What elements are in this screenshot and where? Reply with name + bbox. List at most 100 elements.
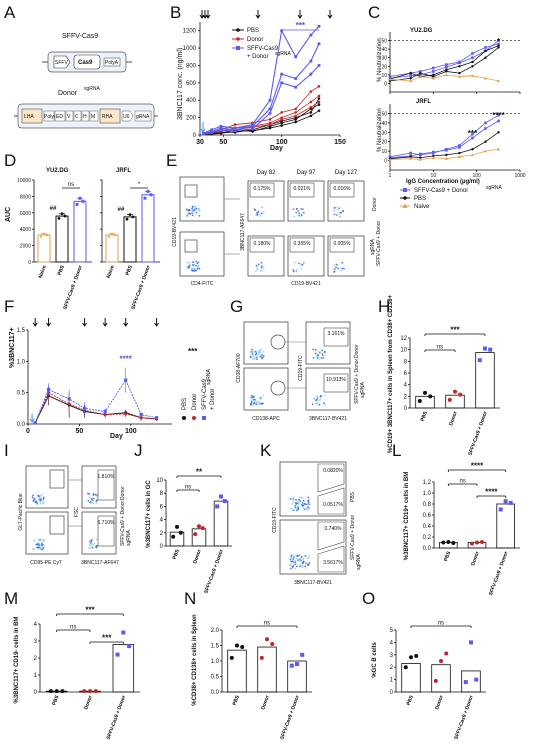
d-point	[45, 233, 49, 237]
c-y-tick-label: 30	[381, 56, 387, 62]
k-flow-dot	[304, 565, 307, 568]
g-flow-dot	[318, 358, 321, 361]
g-gate	[323, 373, 349, 393]
g-percent: 3.161%	[328, 331, 346, 337]
n-y-tick-label: 0.0	[211, 690, 220, 696]
d-point	[131, 215, 135, 219]
l-point	[441, 540, 446, 545]
f-legend-pbs-marker	[182, 416, 186, 420]
e-flow-dot	[333, 209, 335, 212]
i-flow-dot	[87, 492, 89, 495]
j-y-tick-label: 2	[160, 531, 164, 537]
lha-label: LHA	[24, 114, 34, 120]
b-series-line	[203, 98, 320, 135]
c-point	[409, 155, 412, 158]
b-point	[309, 59, 313, 63]
d-bar	[141, 194, 155, 263]
o-y-tick-label: 5	[390, 628, 394, 634]
k-flow-dot	[300, 556, 303, 558]
c-point	[409, 74, 412, 78]
o-bar	[401, 663, 421, 693]
i-flow-dot	[92, 493, 95, 495]
b-point	[317, 97, 321, 100]
donor-title-sup: sgRNA	[84, 86, 101, 92]
ed-label: ED	[56, 114, 63, 120]
h-sig-label: ns	[437, 345, 443, 351]
i-gating-dot	[39, 498, 42, 500]
m-box	[89, 110, 99, 122]
i-gate	[49, 515, 65, 535]
panel-label-i: I	[4, 441, 9, 460]
b-point	[251, 123, 254, 126]
m-point	[93, 689, 98, 694]
k-flow-dot	[296, 507, 298, 510]
i-xaxis-2: 3BNC117-AF647	[81, 560, 119, 566]
i-gate	[49, 469, 65, 489]
k-row-label: PBS	[350, 491, 356, 502]
b-start-arrow	[200, 122, 206, 134]
panel-label-d: D	[4, 151, 16, 170]
g-gating-dot	[255, 352, 258, 354]
n-point	[229, 655, 234, 660]
g-gating-dot	[257, 403, 260, 405]
panel-label-f: F	[4, 297, 14, 316]
panel-label-h: H	[378, 297, 390, 316]
n-point	[265, 637, 269, 642]
panel-b-chart: 3BNC117 conc. (ng/ml) Day 0 200 400 600 800 1…	[177, 10, 346, 152]
k-flow-dot	[307, 496, 310, 499]
e-day-label: Day 97	[296, 170, 316, 176]
g-flow-dot	[311, 403, 314, 406]
g-flow-dot	[312, 356, 315, 359]
l-y-tick-label: 0.6	[423, 513, 432, 519]
i-gating-dot	[42, 496, 45, 499]
panel-n-chart: 0.0 0.5 1.0 1.5 2.0 PBS Donor SFFV-Cas9 + Donor…	[192, 614, 312, 740]
g-gating-dot	[250, 403, 252, 406]
panel-g-flow: 3.161% Donor 10.913% SFFV-Cas9 + Donor CD138…	[236, 321, 366, 422]
b-point	[233, 123, 237, 126]
g-percent: 10.913%	[326, 377, 346, 383]
u6-arrow	[121, 110, 134, 122]
c-legend-pbs-marker	[403, 196, 407, 200]
g-gating-dot	[256, 356, 258, 359]
c-sig-yu2: *	[497, 37, 501, 46]
n-y-tick-label: 2.0	[211, 628, 220, 634]
d-y-tick-label: 8000	[20, 194, 31, 200]
b-point	[294, 107, 297, 111]
b-point	[317, 109, 321, 112]
e-gate	[329, 182, 355, 198]
k-xaxis: 3BNC117-BV421	[294, 580, 332, 586]
b-point	[309, 90, 313, 93]
d-point	[143, 196, 147, 200]
e-gating-dot	[197, 207, 200, 210]
d-y-tick-label: 10000	[17, 178, 31, 184]
c-y-tick-label: 50	[381, 111, 387, 117]
e-flow-dot	[298, 262, 300, 265]
k-percent-lower: 3.5617%	[323, 560, 343, 566]
panel-e-flow: 0.175% 0.021% 0.016% Donor 0.180% 0.355% 0.005…	[172, 170, 382, 287]
m-point	[60, 689, 65, 694]
o-point	[463, 680, 468, 685]
j-bar	[191, 528, 207, 547]
c-series-line	[389, 45, 499, 80]
k-flow-dot	[297, 502, 300, 505]
o-bar	[461, 670, 481, 693]
i-gating-dot	[42, 538, 45, 541]
h-category-label: SFFV-Cas9 + Donor	[467, 411, 489, 457]
d-bar	[37, 234, 51, 263]
m-point	[115, 652, 120, 657]
e-flow-dot	[260, 267, 262, 270]
g-flow-dot	[317, 350, 319, 352]
k-flow-dot	[291, 497, 294, 500]
e-flow-dot	[257, 263, 260, 266]
b-point	[268, 98, 272, 102]
b-series-line	[203, 101, 320, 135]
i-flow-dot	[88, 493, 91, 495]
l-y-tick-label: 0.2	[423, 535, 432, 541]
c-point	[444, 157, 448, 160]
f-point	[82, 406, 87, 410]
k-flow-dot	[292, 561, 295, 563]
j-point	[197, 524, 201, 529]
panel-label-g: G	[230, 297, 243, 316]
c-point	[497, 131, 500, 134]
b-injection-arrow	[327, 10, 333, 19]
